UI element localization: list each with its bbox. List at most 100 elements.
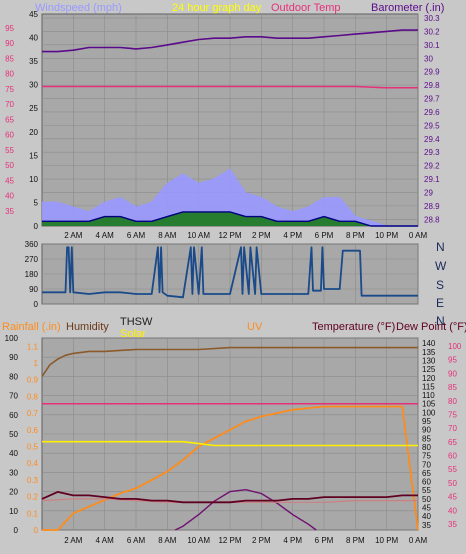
x-tick-top: 0 AM [409, 231, 428, 240]
wind-direction-line [42, 246, 418, 299]
barometer-tick: 30.2 [424, 27, 440, 36]
wind-tick: 25 [29, 104, 38, 113]
x-tick-top: 2 PM [252, 231, 271, 240]
x-tick-top: 8 AM [158, 231, 177, 240]
wind-tick: 5 [34, 198, 39, 207]
humidity-tick: 0 [14, 526, 19, 535]
x-tick-bottom: 12 PM [218, 536, 241, 545]
dewpoint-tick: 95 [448, 356, 457, 365]
direction-tick: 360 [25, 240, 39, 249]
dewpoint-tick: 85 [448, 383, 457, 392]
wind-gust-line [42, 168, 418, 227]
humidity-label: Humidity [66, 321, 109, 333]
x-tick-bottom: 0 AM [409, 536, 428, 545]
dewpoint-tick: 65 [448, 438, 457, 447]
left-tick-top: 45 [5, 176, 14, 185]
barometer-tick: 29.9 [424, 68, 440, 77]
x-tick-top: 6 PM [315, 231, 334, 240]
temp-tick: 115 [422, 382, 435, 391]
barometer-tick: 29.1 [424, 175, 440, 184]
wind-tick: 35 [29, 57, 38, 66]
wind-tick: 20 [29, 128, 38, 137]
barometer-tick: 29.7 [424, 95, 440, 104]
temp-tick: 75 [422, 452, 431, 461]
temp-tick: 120 [422, 374, 436, 383]
humidity-tick: 80 [9, 372, 18, 381]
wind-tick: 15 [29, 151, 38, 160]
wind-tick: 10 [29, 175, 38, 184]
left-tick-top: 80 [5, 70, 14, 79]
barometer-tick: 28.8 [424, 215, 440, 224]
temp-tick: 70 [422, 460, 431, 469]
x-tick-top: 4 PM [283, 231, 302, 240]
x-tick-top: 10 AM [187, 231, 210, 240]
rain-tick: 0.2 [27, 493, 39, 502]
left-tick-top: 35 [5, 207, 14, 216]
humidity-tick: 10 [9, 507, 18, 516]
direction-tick: 90 [29, 285, 38, 294]
uv-line [174, 489, 317, 531]
wind-avg-line [42, 211, 418, 227]
temp-tick: 135 [422, 348, 436, 357]
wind-tick: 30 [29, 81, 38, 90]
humidity-tick: 60 [9, 411, 18, 420]
humidity-tick: 100 [5, 334, 19, 343]
barometer-tick: 30.3 [424, 14, 440, 23]
left-tick-top: 85 [5, 54, 14, 63]
rain-tick: 0 [34, 526, 39, 535]
temp-tick: 60 [422, 478, 431, 487]
temp-tick: 100 [422, 408, 436, 417]
temperature-label: Temperature (°F) [312, 321, 395, 333]
dewpoint-tick: 90 [448, 369, 457, 378]
humidity-tick: 30 [9, 468, 18, 477]
x-tick-bottom: 4 AM [96, 536, 115, 545]
x-tick-top: 6 AM [127, 231, 146, 240]
solar-line [42, 440, 418, 447]
humidity-tick: 50 [9, 430, 18, 439]
barometer-tick: 29.4 [424, 135, 440, 144]
compass-s: S [436, 278, 444, 292]
dewpoint-label: Dew Point (°F) [396, 321, 466, 333]
dewpoint-tick: 75 [448, 410, 457, 419]
temp-tick: 35 [422, 521, 431, 530]
barometer-tick: 30.1 [424, 41, 440, 50]
left-tick-top: 90 [5, 39, 14, 48]
wind-tick: 0 [34, 222, 39, 231]
temp-tick: 110 [422, 391, 435, 400]
left-tick-top: 95 [5, 24, 14, 33]
dewpoint-tick: 55 [448, 465, 457, 474]
wind-avg-line-fill [42, 211, 418, 226]
barometer-tick: 29.3 [424, 148, 440, 157]
x-tick-top: 10 PM [375, 231, 398, 240]
left-tick-top: 55 [5, 146, 14, 155]
wind-tick: 40 [29, 34, 38, 43]
compass-n-bottom: N [436, 314, 445, 328]
barometer-tick: 30 [424, 54, 433, 63]
x-tick-bottom: 2 PM [252, 536, 271, 545]
rain-tick: 0.8 [27, 392, 39, 401]
x-tick-bottom: 4 PM [283, 536, 302, 545]
rain-tick: 0.1 [27, 509, 39, 518]
rainfall-line [42, 405, 419, 531]
uv-label: UV [247, 321, 263, 333]
dewpoint-tick: 100 [448, 342, 462, 351]
dewpoint-tick: 60 [448, 452, 457, 461]
x-tick-bottom: 6 AM [127, 536, 146, 545]
x-tick-bottom: 2 AM [64, 536, 83, 545]
temp-tick: 90 [422, 426, 431, 435]
barometer-tick: 29.6 [424, 108, 440, 117]
temp-tick: 55 [422, 486, 431, 495]
rain-tick: 0.9 [27, 376, 39, 385]
temp-tick: 40 [422, 512, 431, 521]
temp-tick: 105 [422, 400, 436, 409]
series [41, 29, 419, 531]
outdoor-temp-label: Outdoor Temp [271, 2, 341, 14]
temp-tick: 85 [422, 434, 431, 443]
thsw-label: THSW [120, 316, 153, 328]
temperature-line [41, 490, 418, 504]
temp-tick: 80 [422, 443, 431, 452]
temp-tick: 65 [422, 469, 431, 478]
temp-tick: 130 [422, 356, 436, 365]
x-tick-top: 8 PM [346, 231, 365, 240]
